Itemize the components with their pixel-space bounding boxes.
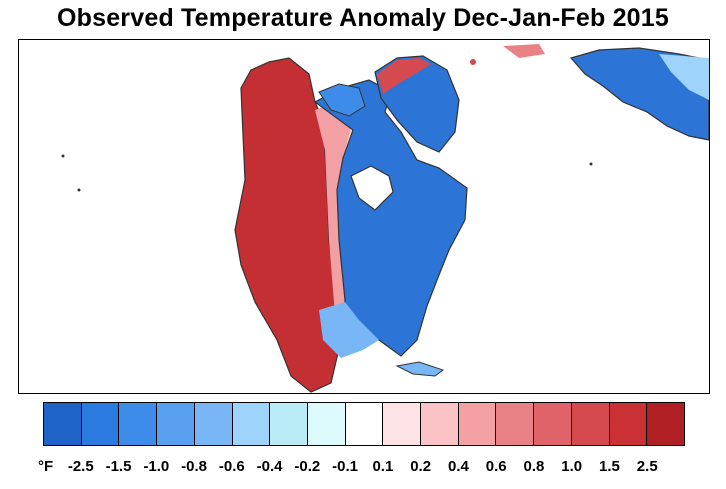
legend-tick-label: 2.5 bbox=[636, 458, 658, 475]
legend-swatch bbox=[44, 403, 82, 445]
legend-tick-label: -0.4 bbox=[256, 458, 283, 475]
legend-tick-label: -2.5 bbox=[67, 458, 94, 475]
legend-tick-label: 0.1 bbox=[372, 458, 394, 475]
legend-tick-label: -1.0 bbox=[143, 458, 170, 475]
legend-swatch bbox=[421, 403, 459, 445]
cold-region-gulf bbox=[319, 302, 379, 358]
island bbox=[77, 188, 81, 192]
island bbox=[470, 59, 476, 65]
arctic-islands bbox=[318, 83, 366, 117]
anomaly-map bbox=[61, 44, 709, 393]
legend-tick-label: -0.6 bbox=[218, 458, 245, 475]
atlantic-warm-patch bbox=[503, 44, 545, 58]
legend-swatch bbox=[496, 403, 535, 445]
island bbox=[589, 162, 593, 166]
legend-swatch bbox=[270, 403, 308, 445]
legend-unit: °F bbox=[38, 458, 54, 475]
legend-swatch bbox=[157, 403, 195, 445]
legend-tick-label: 0.4 bbox=[447, 458, 469, 475]
legend-swatch bbox=[609, 403, 648, 445]
map-panel bbox=[18, 39, 710, 394]
legend-tick-label: -1.5 bbox=[105, 458, 132, 475]
color-legend bbox=[43, 402, 685, 446]
legend-tick-label: -0.2 bbox=[294, 458, 321, 475]
greenland-warm-coast bbox=[377, 58, 431, 94]
legend-swatch bbox=[232, 403, 271, 445]
legend-swatch bbox=[383, 403, 422, 445]
legend-tick-label: 0.8 bbox=[523, 458, 545, 475]
hudson-bay bbox=[350, 165, 394, 211]
legend-tick-label: 0.2 bbox=[410, 458, 432, 475]
legend-swatch bbox=[81, 403, 120, 445]
legend-tick-label: 0.6 bbox=[485, 458, 507, 475]
legend-swatch bbox=[345, 403, 384, 445]
europe-light-cold bbox=[659, 54, 709, 100]
legend-tick-label: 1.0 bbox=[561, 458, 583, 475]
legend-tick-label: -0.8 bbox=[181, 458, 207, 475]
island bbox=[61, 154, 65, 158]
map-title: Observed Temperature Anomaly Dec-Jan-Feb… bbox=[56, 4, 669, 32]
legend-swatch bbox=[458, 403, 497, 445]
cuba bbox=[395, 361, 445, 377]
legend-tick-label: 1.5 bbox=[599, 458, 620, 475]
legend-swatch bbox=[119, 403, 158, 445]
legend-swatch bbox=[571, 403, 610, 445]
legend-swatch bbox=[647, 403, 684, 445]
legend-swatch bbox=[307, 403, 346, 445]
legend-swatch bbox=[194, 403, 233, 445]
legend-swatch bbox=[534, 403, 572, 445]
legend-tick-label: -0.1 bbox=[332, 458, 359, 475]
cold-region-east bbox=[313, 79, 468, 357]
